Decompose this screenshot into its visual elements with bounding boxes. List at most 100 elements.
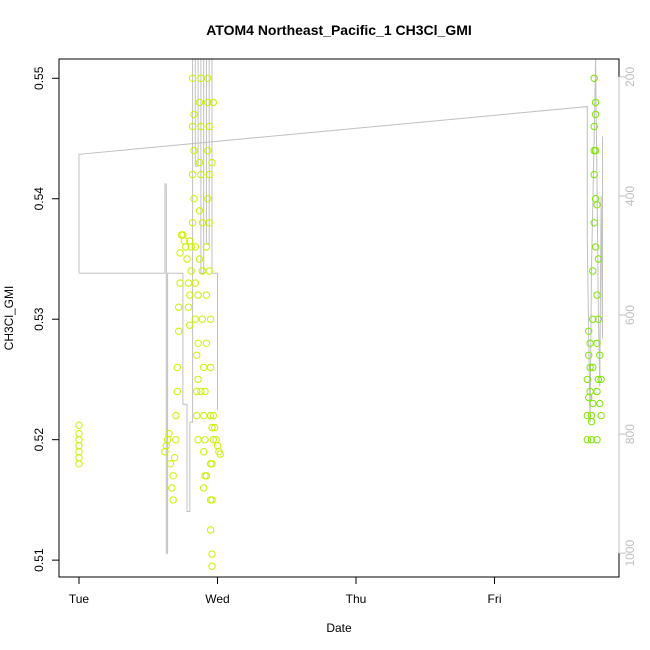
data-point [583, 375, 591, 384]
data-point [583, 436, 591, 444]
data-point [201, 387, 209, 396]
data-point [586, 363, 594, 372]
data-point [590, 122, 598, 131]
data-point [172, 436, 180, 444]
data-point [166, 460, 175, 468]
data-point [75, 421, 83, 429]
data-point [597, 411, 605, 420]
data-point [200, 363, 208, 372]
data-point [195, 158, 204, 167]
data-point [190, 146, 198, 155]
data-point [198, 219, 207, 227]
data-point [202, 472, 211, 480]
data-point [597, 375, 605, 384]
x-axis-label: Date [326, 621, 352, 635]
data-point [583, 411, 591, 420]
data-point [208, 158, 216, 167]
data-point [186, 291, 194, 299]
data-point [206, 526, 215, 534]
data-point [168, 484, 176, 492]
data-point [593, 436, 601, 444]
secondary-y-tick-label: 600 [623, 305, 637, 325]
data-points [75, 74, 605, 570]
data-point [587, 436, 596, 444]
data-point [594, 315, 603, 323]
secondary-y-tick-label: 200 [623, 67, 637, 87]
data-point [173, 387, 182, 396]
data-point [593, 201, 601, 209]
data-point [183, 255, 191, 263]
data-point [204, 146, 212, 155]
data-point [585, 351, 593, 359]
y-axis-label: CH3Cl_GMI [2, 286, 16, 351]
data-point [75, 442, 83, 450]
data-point [206, 411, 215, 420]
data-point [593, 387, 601, 396]
data-point [190, 195, 198, 203]
data-point [205, 122, 213, 131]
y-axis: 0.51 0.52 0.53 0.54 0.55 [32, 66, 60, 572]
x-axis: Tue Wed Thu Fri [69, 576, 502, 606]
data-point [591, 98, 600, 107]
data-point [169, 496, 177, 504]
data-point [193, 387, 201, 396]
data-point [209, 98, 218, 107]
data-point [209, 436, 218, 444]
secondary-y-tick-label: 1000 [623, 540, 637, 567]
data-point [176, 279, 184, 287]
data-point [193, 351, 201, 359]
data-point [176, 249, 184, 257]
data-point [75, 429, 83, 438]
data-point [202, 291, 211, 299]
data-point [585, 393, 593, 402]
secondary-y-axis: 200 400 600 800 1000 [618, 67, 637, 567]
data-point [208, 550, 216, 558]
data-point [594, 255, 603, 263]
data-point [200, 484, 208, 492]
data-point [211, 423, 219, 432]
data-point [188, 122, 197, 131]
data-point [175, 327, 183, 335]
data-point [195, 255, 204, 263]
data-point [75, 448, 83, 456]
data-point [205, 267, 213, 275]
data-point [193, 411, 201, 420]
data-point [75, 460, 83, 468]
y-tick-label: 0.51 [32, 548, 46, 572]
y-tick-label: 0.54 [32, 187, 46, 211]
data-point [208, 460, 216, 468]
secondary-y-tick-label: 800 [623, 424, 637, 444]
data-point [589, 267, 597, 275]
data-point [586, 339, 594, 347]
data-point [165, 429, 173, 438]
data-point [75, 436, 83, 444]
data-point [197, 74, 205, 83]
data-point [75, 454, 83, 462]
data-point [191, 243, 200, 251]
x-tick-label: Thu [346, 592, 367, 606]
data-point [209, 411, 218, 420]
data-point [184, 303, 193, 311]
x-tick-label: Wed [205, 592, 229, 606]
data-point [587, 411, 596, 420]
data-point [188, 170, 197, 179]
chart-title: ATOM4 Northeast_Pacific_1 CH3Cl_GMI [206, 22, 472, 38]
data-point [194, 375, 202, 384]
data-point [205, 219, 213, 227]
data-point [191, 279, 200, 287]
y-tick-label: 0.53 [32, 307, 46, 331]
secondary-line [78, 58, 603, 554]
data-point [208, 496, 216, 504]
data-point [205, 170, 213, 179]
y-tick-label: 0.52 [32, 428, 46, 452]
data-point [202, 243, 211, 251]
x-tick-label: Tue [69, 592, 90, 606]
data-point [200, 411, 208, 420]
data-point [204, 98, 212, 107]
data-point [596, 351, 604, 359]
data-point [591, 110, 600, 119]
data-point [181, 243, 190, 251]
data-point [589, 399, 597, 408]
data-point [589, 315, 597, 323]
